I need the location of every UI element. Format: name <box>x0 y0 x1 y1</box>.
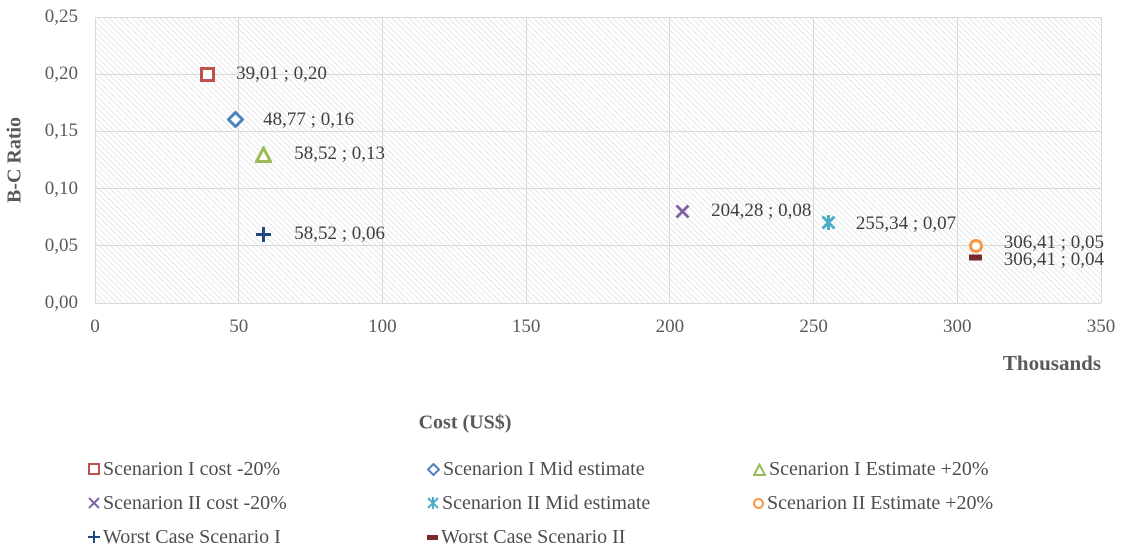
data-point-marker-triangle <box>253 144 273 163</box>
star-marker-icon <box>427 497 439 509</box>
gridline-vertical <box>94 17 96 303</box>
x-axis-tick-label: 350 <box>1086 316 1116 337</box>
diamond-marker-icon <box>426 462 441 476</box>
gridline-vertical <box>669 17 671 303</box>
data-point-label: 48,77 ; 0,16 <box>263 108 354 130</box>
data-point-marker-star <box>821 215 836 231</box>
gridline-vertical <box>1100 17 1102 303</box>
legend-item-label: Scenarion II Estimate +20% <box>767 491 994 514</box>
gridline-vertical <box>381 17 383 303</box>
plus-marker-icon <box>88 531 100 543</box>
legend-item: Scenarion II Estimate +20% <box>753 492 993 515</box>
y-axis-tick-label: 0,15 <box>44 120 78 142</box>
x-axis-title: Cost (US$) <box>418 411 512 434</box>
x-axis-tick-label: 200 <box>655 316 685 337</box>
legend-item-label: Worst Case Scenario I <box>103 525 281 548</box>
x-axis-tick-label: 0 <box>90 316 100 337</box>
data-point-marker-plus <box>255 226 271 242</box>
dash-marker-icon <box>427 532 438 543</box>
data-point-label: 306,41 ; 0,05 <box>1003 231 1104 253</box>
legend-item-label: Scenarion I Mid estimate <box>443 457 645 480</box>
chart-legend: Scenarion I cost -20% Scenarion I Mid est… <box>88 452 993 554</box>
data-point-label: 255,34 ; 0,07 <box>855 212 957 234</box>
x-axis-tick-label: 50 <box>229 316 249 337</box>
y-axis-tick-label: 0,25 <box>44 6 78 27</box>
gridline-vertical <box>813 17 815 303</box>
legend-item-label: Scenarion I Estimate +20% <box>769 457 989 480</box>
y-axis-tick-label: 0,00 <box>44 292 78 313</box>
data-point-label: 58,52 ; 0,06 <box>294 223 385 245</box>
x-axis-tick-label: 150 <box>511 316 541 337</box>
x-axis-tick-label: 100 <box>368 316 397 337</box>
data-point-label: 306,41 ; 0,04 <box>1003 249 1104 271</box>
legend-item: Worst Case Scenario II <box>427 526 753 549</box>
gridline-horizontal <box>95 302 1101 304</box>
square-marker-icon <box>88 463 100 475</box>
legend-item-label: Scenarion II cost -20% <box>103 491 287 514</box>
x-axis-tick-label: 300 <box>943 316 972 337</box>
legend-item-label: Worst Case Scenario II <box>441 525 626 548</box>
data-point-label: 204,28 ; 0,08 <box>711 200 812 222</box>
gridline-vertical <box>238 17 240 303</box>
plot-area <box>95 17 1101 303</box>
gridline-vertical <box>956 17 958 303</box>
legend-item: Scenarion II cost -20% <box>88 492 427 515</box>
circle-marker-icon <box>753 497 764 509</box>
data-point-marker-square <box>199 66 215 82</box>
gridline-horizontal <box>95 245 1101 247</box>
data-point-marker-x <box>675 204 690 219</box>
legend-item: Scenarion II Mid estimate <box>427 492 753 515</box>
data-point-marker-circle <box>968 238 983 253</box>
legend-item: Scenarion I Mid estimate <box>426 457 753 481</box>
data-point-marker-diamond <box>226 110 245 130</box>
gridline-vertical <box>525 17 527 303</box>
x-axis-unit-label: Thousands <box>1002 351 1101 375</box>
data-point-label: 39,01 ; 0,20 <box>236 63 327 85</box>
legend-item: Worst Case Scenario I <box>88 526 427 549</box>
legend-item: Scenarion I cost -20% <box>88 458 427 481</box>
legend-item-label: Scenarion I cost -20% <box>103 457 281 480</box>
data-point-marker-dash <box>969 251 983 264</box>
gridline-horizontal <box>95 73 1101 75</box>
y-axis-tick-label: 0,20 <box>44 63 78 85</box>
x-marker-icon <box>88 497 100 509</box>
triangle-marker-icon <box>752 461 767 476</box>
y-axis-tick-label: 0,10 <box>44 177 78 199</box>
y-axis-tick-label: 0,05 <box>44 234 78 256</box>
legend-item-label: Scenarion II Mid estimate <box>442 491 651 514</box>
data-point-label: 58,52 ; 0,13 <box>294 143 385 165</box>
gridline-horizontal <box>95 130 1101 132</box>
gridline-horizontal <box>95 16 1101 18</box>
gridline-horizontal <box>95 188 1101 190</box>
x-axis-tick-label: 250 <box>799 316 828 337</box>
legend-item: Scenarion I Estimate +20% <box>752 457 993 481</box>
